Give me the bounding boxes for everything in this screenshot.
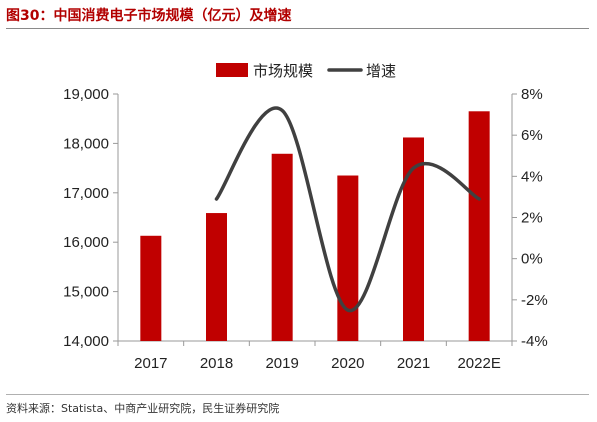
x-tick-label: 2018 [200, 355, 233, 372]
growth-line [214, 106, 481, 312]
bars-layer [140, 111, 490, 341]
axes-layer [113, 93, 517, 346]
bar-2021 [403, 137, 424, 341]
source-divider [6, 394, 589, 395]
ticks-layer: 14,000 15,000 16,000 17,000 18,000 19,000 -4% -… [63, 86, 548, 372]
left-tick-label: 16,000 [63, 234, 109, 251]
left-tick-label: 18,000 [63, 135, 109, 152]
legend-bar-swatch [216, 63, 248, 77]
left-tick-label: 19,000 [63, 86, 109, 103]
legend: 市场规模 增速 [216, 62, 396, 80]
bar-2019 [271, 153, 293, 341]
figure-title: 图30：中国消费电子市场规模（亿元）及增速 [6, 8, 292, 24]
x-tick-label: 2017 [134, 355, 167, 372]
x-tick-label: 2021 [397, 355, 430, 372]
title-divider [6, 28, 589, 29]
right-tick-label: 8% [521, 86, 543, 103]
right-tick-label: 2% [521, 210, 543, 227]
right-tick-label: -2% [521, 292, 548, 309]
right-tick-label: 4% [521, 168, 543, 185]
legend-label-market-size: 市场规模 [253, 62, 313, 80]
bar-2018 [206, 213, 227, 341]
x-tick-label: 2020 [331, 355, 364, 372]
right-tick-label: -4% [521, 333, 548, 350]
right-tick-label: 6% [521, 127, 543, 144]
left-tick-label: 15,000 [63, 284, 109, 301]
bar-2022E [468, 111, 490, 341]
bar-2017 [140, 235, 162, 341]
source-note: 资料来源：Statista、中商产业研究院，民生证券研究院 [6, 402, 280, 415]
left-tick-label: 17,000 [63, 185, 109, 202]
left-tick-label: 14,000 [63, 333, 109, 350]
x-tick-label: 2022E [457, 355, 500, 372]
line-layer [214, 106, 481, 312]
right-tick-label: 0% [521, 251, 543, 268]
legend-label-growth: 增速 [366, 62, 396, 80]
bar-2020 [337, 175, 359, 341]
x-tick-label: 2019 [265, 355, 298, 372]
